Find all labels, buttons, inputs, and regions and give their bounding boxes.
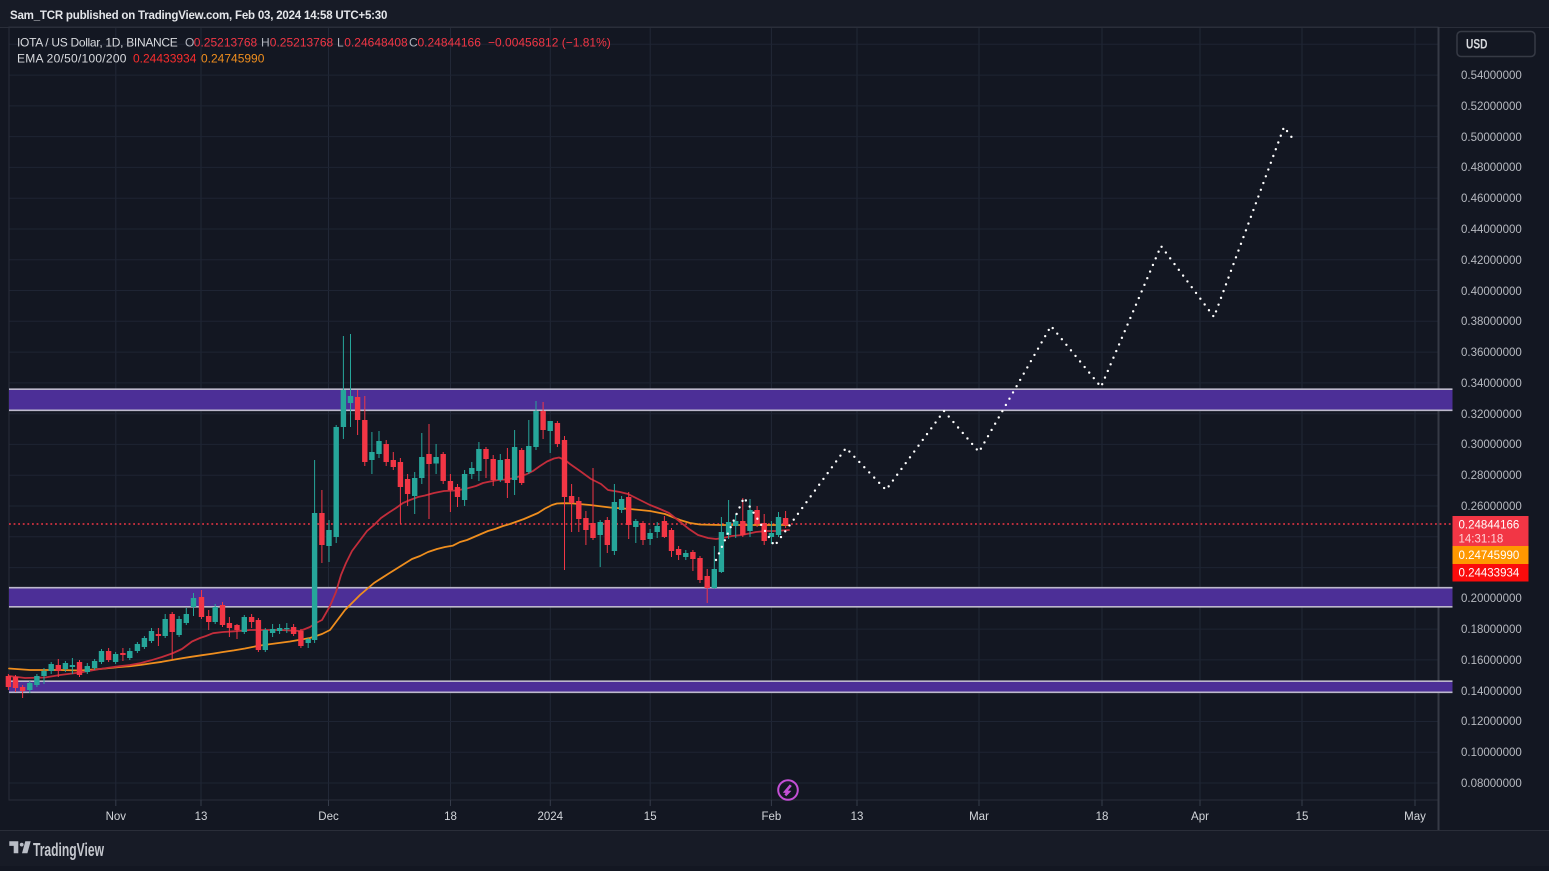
svg-text:0.50000000: 0.50000000	[1461, 132, 1522, 144]
svg-text:0.24433934: 0.24433934	[1459, 568, 1520, 580]
svg-text:14:31:18: 14:31:18	[1459, 534, 1504, 546]
svg-text:0.18000000: 0.18000000	[1461, 624, 1522, 636]
svg-text:Nov: Nov	[106, 811, 127, 823]
svg-text:13: 13	[195, 811, 208, 823]
svg-text:0.14000000: 0.14000000	[1461, 686, 1522, 698]
svg-text:Apr: Apr	[1191, 811, 1209, 823]
svg-text:Mar: Mar	[969, 811, 989, 823]
svg-text:0.44000000: 0.44000000	[1461, 224, 1522, 236]
svg-text:18: 18	[444, 811, 457, 823]
svg-text:0.34000000: 0.34000000	[1461, 378, 1522, 390]
svg-text:0.24844166: 0.24844166	[1459, 520, 1520, 532]
svg-text:May: May	[1404, 811, 1426, 823]
svg-text:18: 18	[1096, 811, 1109, 823]
svg-text:0.38000000: 0.38000000	[1461, 316, 1522, 328]
svg-text:0.36000000: 0.36000000	[1461, 347, 1522, 359]
svg-text:Sam_TCR published on TradingVi: Sam_TCR published on TradingView.com, Fe…	[10, 10, 387, 22]
svg-text:13: 13	[851, 811, 864, 823]
svg-text:0.20000000: 0.20000000	[1461, 593, 1522, 605]
svg-text:0.30000000: 0.30000000	[1461, 439, 1522, 451]
svg-text:0.26000000: 0.26000000	[1461, 501, 1522, 513]
svg-text:USD: USD	[1466, 37, 1488, 52]
svg-text:0.12000000: 0.12000000	[1461, 716, 1522, 728]
svg-text:0.32000000: 0.32000000	[1461, 409, 1522, 421]
svg-text:2024: 2024	[538, 811, 564, 823]
svg-text:0.48000000: 0.48000000	[1461, 162, 1522, 174]
svg-text:0.24745990: 0.24745990	[1459, 550, 1520, 562]
svg-text:0.54000000: 0.54000000	[1461, 70, 1522, 82]
svg-text:0.08000000: 0.08000000	[1461, 778, 1522, 790]
svg-text:0.46000000: 0.46000000	[1461, 193, 1522, 205]
svg-text:Dec: Dec	[318, 811, 339, 823]
svg-text:0.52000000: 0.52000000	[1461, 101, 1522, 113]
svg-text:0.40000000: 0.40000000	[1461, 286, 1522, 298]
svg-text:15: 15	[1296, 811, 1309, 823]
svg-text:15: 15	[644, 811, 657, 823]
svg-text:0.42000000: 0.42000000	[1461, 255, 1522, 267]
svg-text:0.28000000: 0.28000000	[1461, 470, 1522, 482]
svg-text:TradingView: TradingView	[33, 840, 105, 860]
svg-text:Feb: Feb	[761, 811, 781, 823]
svg-text:0.10000000: 0.10000000	[1461, 747, 1522, 759]
svg-text:0.16000000: 0.16000000	[1461, 655, 1522, 667]
